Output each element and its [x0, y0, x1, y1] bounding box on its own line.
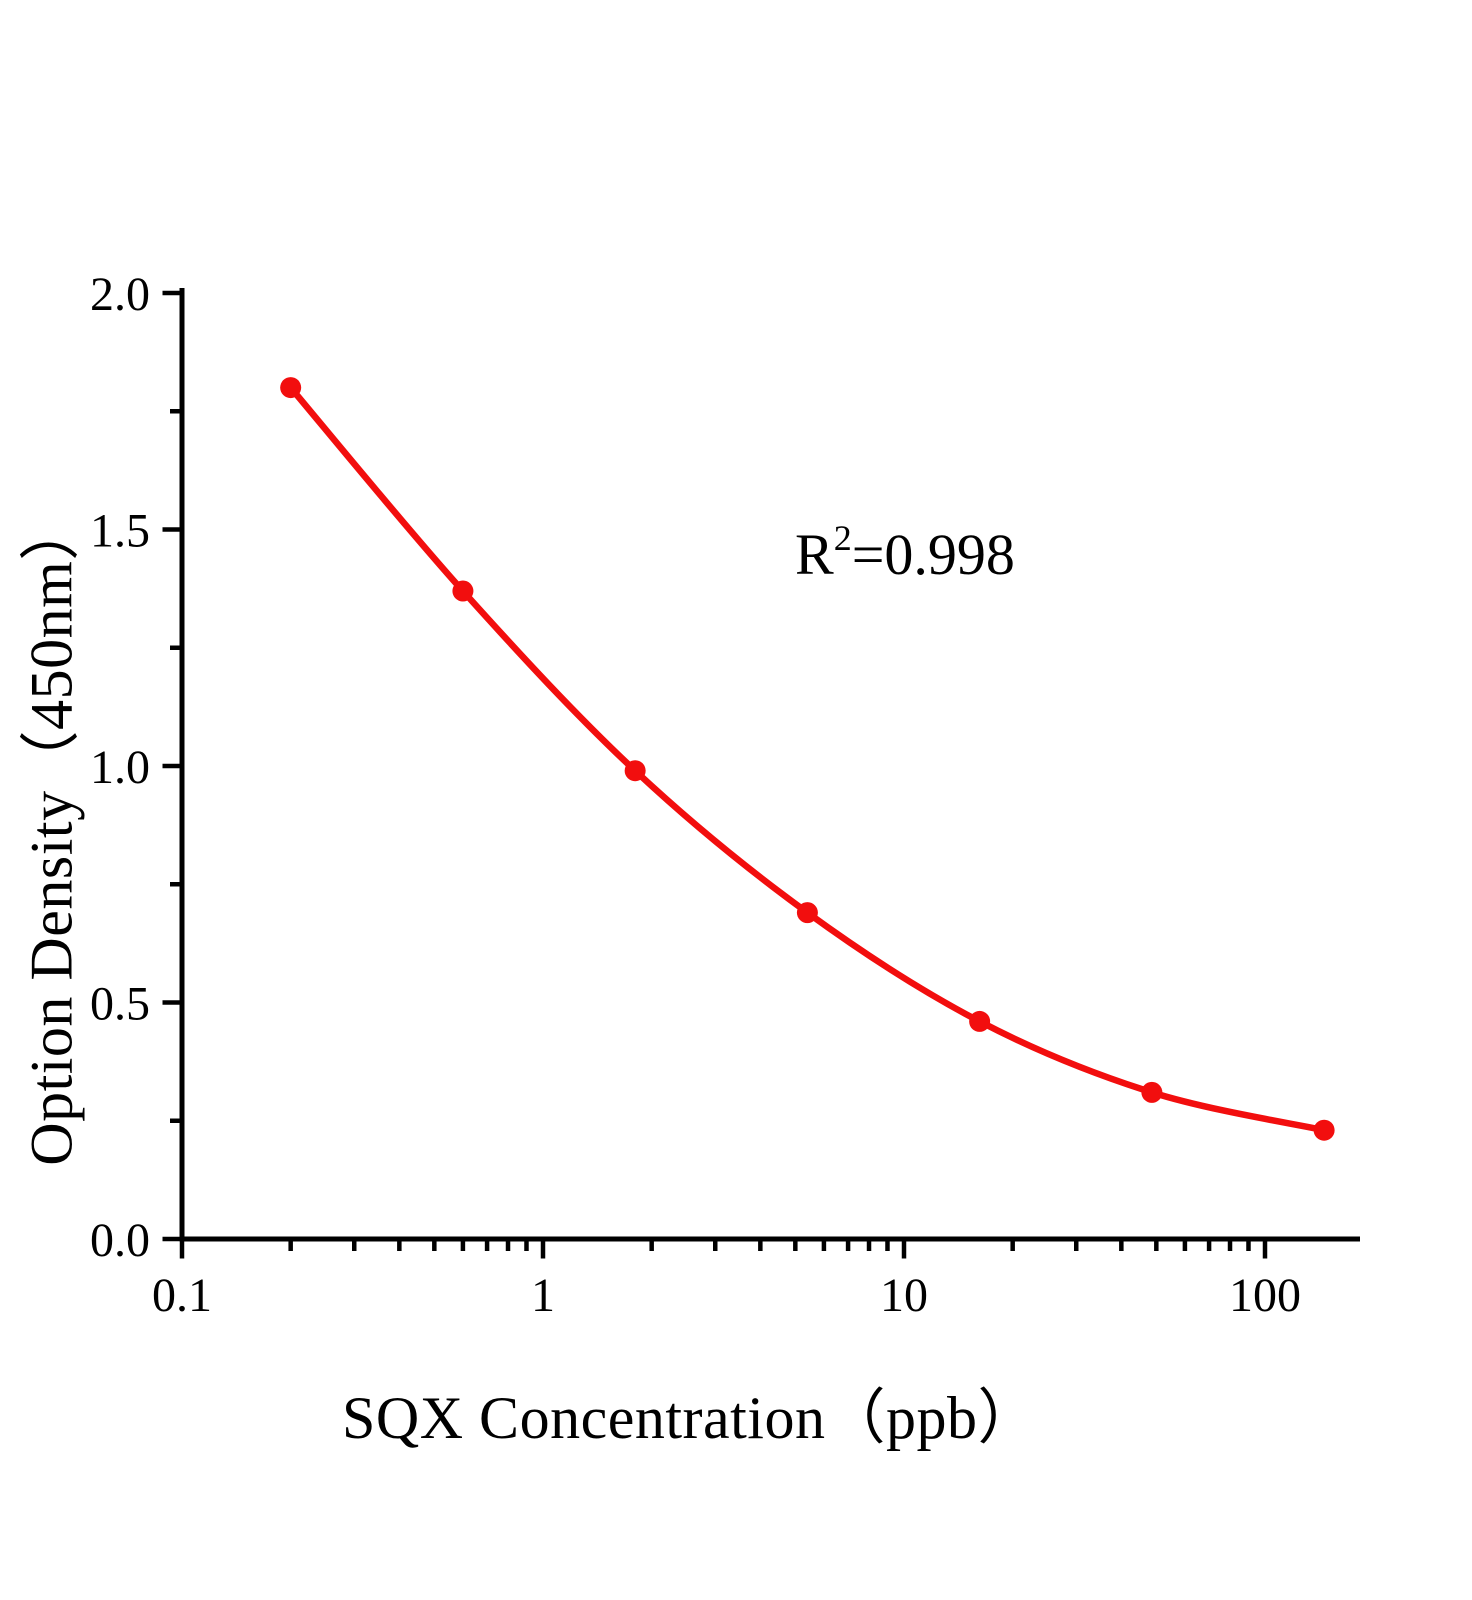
r-squared-annotation: R2=0.998	[795, 517, 1015, 588]
y-tick-label: 1.5	[90, 504, 150, 557]
data-point	[624, 760, 646, 782]
data-point	[1141, 1081, 1163, 1103]
data-point	[969, 1010, 991, 1032]
data-point	[280, 377, 302, 399]
r-squared-exponent: 2	[833, 518, 852, 558]
x-tick-label: 10	[880, 1269, 928, 1322]
y-tick-label: 0.0	[90, 1214, 150, 1267]
fit-curve	[287, 384, 1328, 1134]
x-axis-title: SQX Concentration（ppb）	[342, 1385, 1038, 1451]
y-axis-title: Option Density（450nm）	[18, 500, 85, 1166]
x-tick-label: 1	[531, 1269, 555, 1322]
data-point	[1313, 1119, 1335, 1141]
y-tick-label: 1.0	[90, 741, 150, 794]
x-tick-label: 0.1	[152, 1269, 212, 1322]
r-squared-value: =0.998	[851, 522, 1015, 587]
y-tick-label: 2.0	[90, 268, 150, 321]
data-point	[796, 902, 818, 924]
data-point	[452, 580, 474, 602]
y-tick-label: 0.5	[90, 977, 150, 1030]
x-tick-label: 100	[1229, 1269, 1301, 1322]
r-squared-base: R	[795, 522, 834, 587]
